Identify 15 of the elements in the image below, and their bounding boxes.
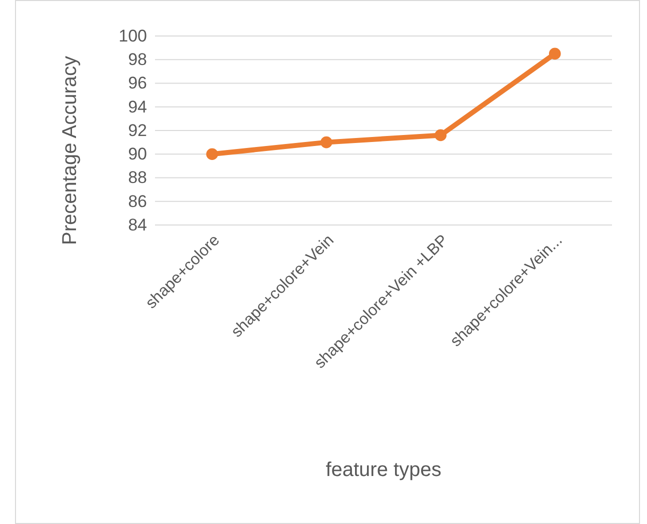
y-tick-label: 84 [128, 215, 147, 234]
point [548, 48, 561, 60]
point [434, 129, 447, 142]
y-tick-label: 94 [128, 97, 147, 116]
y-tick-label: 92 [128, 120, 147, 140]
x-axis-title: feature types [326, 459, 442, 481]
y-tick-label: 98 [128, 50, 147, 70]
y-tick-label: 86 [128, 192, 147, 211]
y-tick-label: 88 [128, 168, 147, 188]
y-tick-label: 100 [118, 26, 147, 46]
y-axis-title: Precentage Accuracy [59, 56, 81, 245]
point [206, 148, 218, 160]
y-tick-label: 90 [128, 144, 147, 164]
point [320, 136, 332, 148]
y-tick-label: 96 [128, 74, 147, 93]
